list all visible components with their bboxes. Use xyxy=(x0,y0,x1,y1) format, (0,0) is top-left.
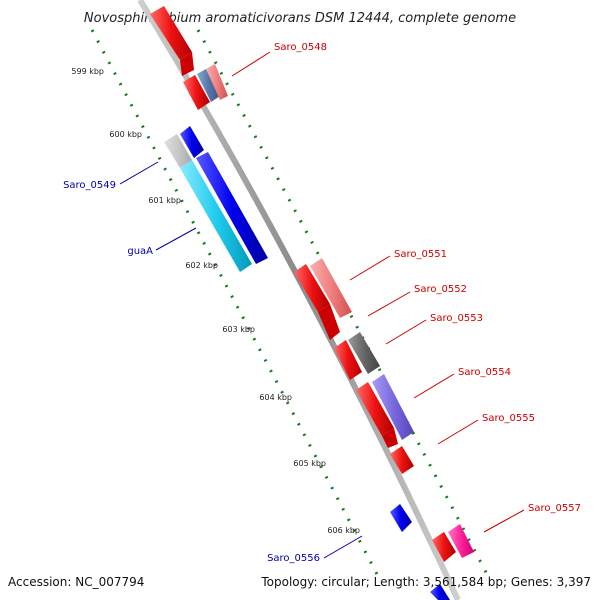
label-saro-0557[interactable]: Saro_0557 xyxy=(528,503,581,514)
gene-red-mid[interactable] xyxy=(334,340,362,380)
tick-label-602: 602 kbp xyxy=(185,261,218,270)
gene-saro-0551[interactable] xyxy=(294,264,340,340)
gene-upper-red[interactable] xyxy=(150,6,194,76)
accession-text: Accession: NC_007794 xyxy=(8,575,144,589)
tick-label-605: 605 kbp xyxy=(293,459,326,468)
tick-label-606: 606 kbp xyxy=(327,526,360,535)
label-saro-0552[interactable]: Saro_0552 xyxy=(414,284,467,295)
gene-blue-bottom[interactable] xyxy=(430,584,450,600)
gene-saro-0555[interactable] xyxy=(390,446,414,474)
tick-label-600: 600 kbp xyxy=(109,130,142,139)
tick-label-603: 603 kbp xyxy=(222,325,255,334)
label-saro-0554[interactable]: Saro_0554 xyxy=(458,367,511,378)
tick-label-601: 601 kbp xyxy=(148,196,181,205)
label-saro-0555[interactable]: Saro_0555 xyxy=(482,413,535,424)
gene-steel-small[interactable] xyxy=(197,69,220,102)
scale-track-left xyxy=(90,29,382,581)
label-saro-0548[interactable]: Saro_0548 xyxy=(274,42,327,53)
genome-summary-text: Topology: circular; Length: 3,561,584 bp… xyxy=(260,575,591,589)
gene-red-bottom[interactable] xyxy=(432,532,456,562)
map-title: Novosphingobium aromaticivorans DSM 1244… xyxy=(84,11,516,26)
label-leader-lines xyxy=(119,51,525,559)
label-guaA[interactable]: guaA xyxy=(127,246,153,257)
gene-saro-0548[interactable] xyxy=(183,75,210,110)
tick-label-604: 604 kbp xyxy=(259,393,292,402)
gene-red-lower[interactable] xyxy=(356,382,398,448)
gene-saro-0549[interactable] xyxy=(164,134,268,264)
gene-saro-0554[interactable] xyxy=(372,374,414,440)
scale-tick-labels: 599 kbp 600 kbp 601 kbp 602 kbp 603 kbp … xyxy=(71,67,360,535)
label-saro-0553[interactable]: Saro_0553 xyxy=(430,313,483,324)
tick-label-599: 599 kbp xyxy=(71,67,104,76)
gene-pink-small[interactable] xyxy=(206,64,228,100)
gene-saro-0557[interactable] xyxy=(448,524,474,558)
label-saro-0549[interactable]: Saro_0549 xyxy=(63,180,116,191)
gene-saro-0556[interactable] xyxy=(390,504,412,532)
gene-saro-0553[interactable] xyxy=(348,332,380,374)
gene-saro-0552[interactable] xyxy=(310,258,352,318)
label-saro-0551[interactable]: Saro_0551 xyxy=(394,249,447,260)
gene-guaA[interactable] xyxy=(180,160,252,272)
gene-blue-top[interactable] xyxy=(180,126,204,158)
label-saro-0556[interactable]: Saro_0556 xyxy=(267,553,320,564)
